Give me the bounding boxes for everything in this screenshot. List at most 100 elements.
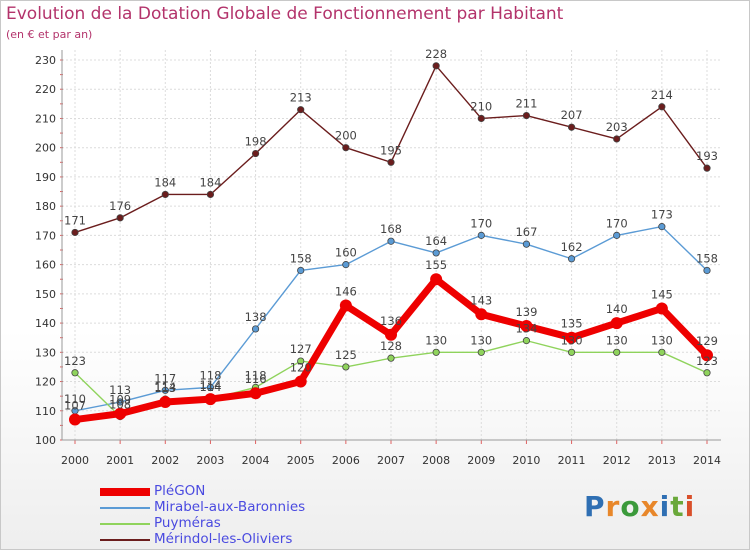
data-label: 170 — [606, 216, 628, 230]
data-point — [430, 273, 443, 286]
data-label: 113 — [109, 383, 131, 397]
y-tick-label: 180 — [35, 200, 56, 213]
data-point — [116, 214, 124, 222]
data-label: 114 — [154, 380, 176, 394]
data-label: 135 — [561, 317, 583, 331]
data-point — [251, 149, 260, 158]
data-point — [161, 386, 169, 394]
x-tick-label: 2003 — [196, 454, 224, 467]
data-point — [520, 320, 533, 332]
data-label: 114 — [199, 380, 221, 394]
y-tick-label: 120 — [35, 376, 56, 389]
logo-letter: t — [670, 490, 685, 523]
data-point — [297, 106, 305, 114]
data-point — [294, 375, 307, 388]
x-tick-label: 2000 — [61, 454, 89, 467]
data-point — [387, 237, 395, 245]
y-tick-label: 170 — [35, 229, 56, 242]
data-point — [522, 240, 531, 248]
y-tick-label: 220 — [35, 83, 56, 96]
data-point — [567, 348, 576, 356]
data-point — [658, 223, 666, 231]
data-label: 116 — [245, 372, 267, 386]
x-tick-label: 2013 — [648, 454, 676, 467]
data-label: 130 — [606, 333, 628, 347]
data-point — [477, 231, 485, 239]
data-label: 110 — [64, 392, 86, 406]
data-label: 130 — [425, 333, 447, 347]
data-label: 210 — [470, 99, 492, 113]
data-point — [703, 369, 711, 377]
data-point — [116, 398, 124, 406]
data-label: 143 — [470, 293, 492, 307]
data-point — [204, 393, 217, 406]
data-point — [342, 144, 350, 152]
data-label: 130 — [651, 333, 673, 347]
data-label: 193 — [696, 149, 718, 163]
data-point — [477, 114, 485, 123]
legend-label: Mérindol-les-Oliviers — [154, 531, 293, 547]
legend-item: Puyméras — [100, 515, 360, 532]
data-label: 139 — [515, 305, 537, 319]
data-label: 118 — [245, 368, 267, 382]
data-label: 214 — [651, 88, 673, 102]
y-tick-label: 230 — [35, 54, 56, 67]
logo-letter: i — [659, 490, 671, 523]
data-label: 200 — [335, 129, 357, 143]
data-label: 140 — [606, 302, 628, 316]
x-tick-label: 2010 — [512, 454, 540, 467]
data-label: 168 — [380, 222, 402, 236]
data-label: 113 — [154, 381, 176, 395]
data-point — [522, 111, 531, 120]
data-label: 164 — [425, 234, 447, 248]
data-point — [565, 331, 578, 344]
y-tick-label: 110 — [35, 405, 56, 418]
data-point — [387, 354, 395, 362]
data-point — [432, 62, 440, 70]
y-tick-label: 190 — [35, 171, 56, 184]
data-label: 123 — [64, 354, 86, 368]
data-label: 167 — [515, 225, 537, 239]
x-tick-label: 2011 — [558, 454, 586, 467]
data-point — [249, 387, 262, 400]
data-point — [703, 164, 711, 172]
data-point — [658, 348, 666, 356]
data-label: 158 — [696, 251, 718, 265]
legend-label: Mirabel-aux-Baronnies — [154, 499, 306, 515]
data-label: 184 — [199, 175, 221, 189]
data-label: 171 — [64, 213, 86, 227]
data-label: 120 — [290, 361, 312, 375]
data-label: 107 — [64, 399, 86, 413]
data-point — [522, 337, 531, 345]
data-label: 114 — [199, 378, 221, 392]
data-point — [655, 302, 668, 315]
y-tick-label: 100 — [35, 434, 56, 447]
legend-item: Mérindol-les-Oliviers — [100, 531, 360, 548]
data-point — [206, 190, 215, 199]
data-point — [567, 123, 576, 131]
data-label: 203 — [606, 120, 628, 134]
logo-letter: o — [620, 490, 641, 523]
data-label: 129 — [696, 334, 718, 348]
data-point — [658, 103, 666, 111]
data-label: 109 — [109, 393, 131, 407]
data-label: 130 — [470, 333, 492, 347]
data-label: 125 — [335, 348, 357, 362]
y-tick-label: 160 — [35, 259, 56, 272]
data-label: 176 — [109, 199, 131, 213]
y-tick-label: 210 — [35, 112, 56, 125]
data-point — [161, 190, 169, 199]
data-label: 123 — [696, 354, 718, 368]
x-tick-label: 2009 — [467, 454, 495, 467]
y-tick-label: 150 — [35, 288, 56, 301]
proxiti-logo: Proxiti — [584, 490, 695, 523]
x-tick-label: 2012 — [603, 454, 631, 467]
data-point — [613, 231, 621, 239]
logo-letter: r — [605, 490, 621, 523]
data-point — [613, 135, 621, 143]
data-label: 118 — [199, 368, 221, 382]
data-label: 117 — [154, 371, 176, 385]
x-tick-label: 2002 — [151, 454, 179, 467]
legend-swatch — [100, 539, 150, 541]
data-point — [342, 363, 350, 371]
